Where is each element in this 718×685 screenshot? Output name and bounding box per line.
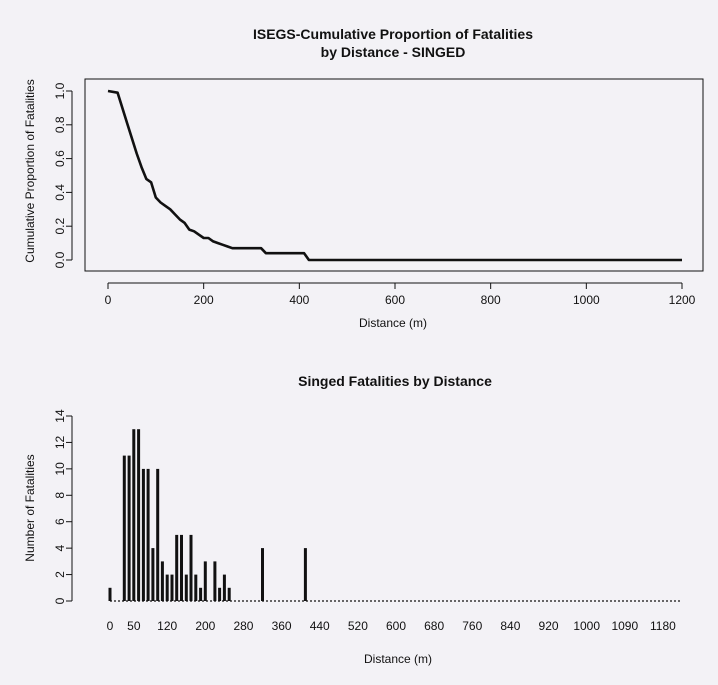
chart2-bar xyxy=(194,574,198,601)
chart1-line xyxy=(107,89,682,262)
chart2-bar xyxy=(160,561,164,601)
chart2-bar xyxy=(203,561,207,601)
chart2-x-tick-label: 0 xyxy=(107,619,114,633)
chart2-bar xyxy=(141,468,145,601)
chart2-bar xyxy=(184,574,188,601)
chart2-y-tick-label: 2 xyxy=(53,571,67,578)
chart1-y-tick-label: 0.0 xyxy=(53,251,67,268)
chart2-bar xyxy=(261,548,264,601)
chart2-y-tick-label: 0 xyxy=(53,597,67,604)
chart2-bar xyxy=(189,534,193,601)
chart1-plot-frame xyxy=(84,78,704,272)
chart2-y-tick-label: 14 xyxy=(53,409,67,423)
chart2-y-axis-label: Number of Fatalities xyxy=(23,454,37,561)
chart1-y-axis-label: Cumulative Proportion of Fatalities xyxy=(23,79,37,262)
chart1-x-axis: 0 200 400 600 800 1000 1200 xyxy=(105,282,696,307)
chart1-y-tick-label: 0.2 xyxy=(53,218,67,235)
chart2-x-tick-label: 920 xyxy=(539,619,559,633)
chart2-bar xyxy=(227,587,231,601)
chart2-x-tick-label: 760 xyxy=(462,619,482,633)
chart2-bar xyxy=(180,534,183,601)
chart2-x-tick-label: 840 xyxy=(500,619,520,633)
chart2-bar xyxy=(132,429,136,601)
chart1-y-tick-label: 1.0 xyxy=(53,82,67,99)
chart1-y-axis: 0.0 0.2 0.4 0.6 0.8 1.0 xyxy=(53,82,73,268)
chart1-x-tick-label: 1200 xyxy=(669,293,696,307)
fatalities-histogram-chart: Singed Fatalities by Distance Distance (… xyxy=(23,373,682,666)
cumulative-proportion-chart: ISEGS-Cumulative Proportion of Fatalitie… xyxy=(23,26,704,330)
chart2-x-tick-label: 1180 xyxy=(650,619,676,633)
chart2-y-tick-label: 6 xyxy=(53,518,67,525)
chart2-bar xyxy=(199,587,203,601)
chart2-y-axis: 0 2 4 6 8 10 12 14 xyxy=(53,409,73,604)
chart1-x-tick-label: 1000 xyxy=(573,293,600,307)
chart2-y-tick-label: 8 xyxy=(53,492,67,499)
chart1-y-tick-label: 0.6 xyxy=(53,150,67,167)
chart2-x-tick-label: 520 xyxy=(348,619,368,633)
chart2-bar xyxy=(137,429,141,601)
chart1-series xyxy=(107,89,682,262)
chart1-x-axis-label: Distance (m) xyxy=(359,316,427,330)
chart1-x-tick-label: 800 xyxy=(481,293,501,307)
chart2-y-tick-label: 4 xyxy=(53,544,67,551)
chart2-x-tick-label: 1000 xyxy=(573,619,600,633)
chart2-x-tick-label: 50 xyxy=(127,619,141,633)
chart2-y-tick-label: 12 xyxy=(53,435,67,449)
chart2-bars xyxy=(108,429,307,601)
chart1-x-tick-label: 400 xyxy=(289,293,309,307)
chart2-x-tick-label: 120 xyxy=(157,619,177,633)
chart2-x-tick-label: 200 xyxy=(195,619,215,633)
chart1-y-tick-label: 0.4 xyxy=(53,184,67,201)
chart2-bar xyxy=(165,574,169,601)
chart1-x-tick-label: 600 xyxy=(385,293,405,307)
chart2-x-tick-label: 440 xyxy=(310,619,330,633)
chart2-bar xyxy=(222,574,226,601)
chart2-bar xyxy=(108,587,112,601)
chart1-title: ISEGS-Cumulative Proportion of Fatalitie… xyxy=(253,26,533,42)
chart2-y-tick-label: 10 xyxy=(53,462,67,476)
chart2-x-tick-label: 1090 xyxy=(611,619,638,633)
chart2-bar xyxy=(151,548,155,601)
chart1-subtitle: by Distance - SINGED xyxy=(321,44,466,60)
chart1-x-tick-label: 200 xyxy=(194,293,214,307)
chart2-bar xyxy=(146,468,150,601)
chart2-title: Singed Fatalities by Distance xyxy=(298,373,492,389)
chart2-bar xyxy=(175,534,179,601)
chart2-bar xyxy=(303,548,307,601)
chart2-x-tick-label: 680 xyxy=(424,619,444,633)
chart2-bar xyxy=(127,455,131,601)
chart2-x-tick-label: 600 xyxy=(386,619,406,633)
chart2-bar xyxy=(122,455,126,601)
chart2-x-tick-label: 280 xyxy=(233,619,253,633)
chart1-x-tick-label: 0 xyxy=(105,293,112,307)
chart2-bar xyxy=(170,574,174,601)
chart2-x-axis: 0 50 120 200 280 360 440 520 600 680 760 840 920 1000… xyxy=(107,600,682,633)
chart2-x-tick-label: 360 xyxy=(272,619,292,633)
chart2-bar xyxy=(218,587,222,601)
chart1-y-tick-label: 0.8 xyxy=(53,116,67,133)
chart2-bar xyxy=(156,468,160,601)
chart2-x-axis-label: Distance (m) xyxy=(364,652,432,666)
chart2-bar xyxy=(213,561,217,601)
